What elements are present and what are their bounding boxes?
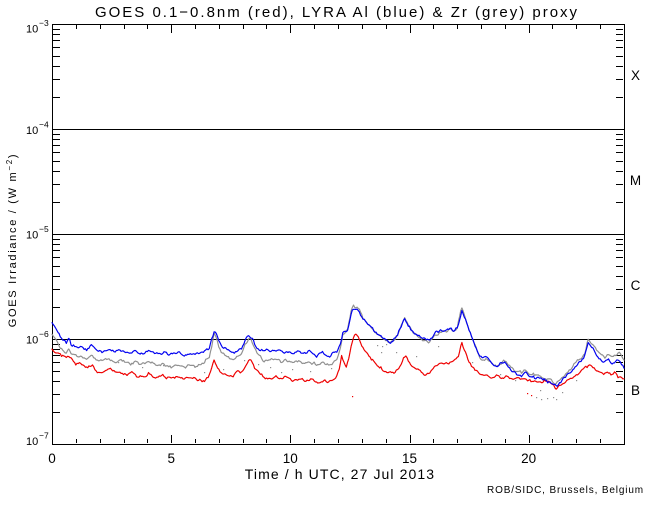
svg-text:10: 10 — [26, 335, 38, 347]
svg-text:B: B — [631, 383, 640, 398]
svg-text:X: X — [631, 68, 640, 83]
svg-text:5: 5 — [167, 451, 175, 466]
svg-text:0: 0 — [48, 451, 56, 466]
svg-text:10: 10 — [26, 230, 38, 242]
svg-text:−3: −3 — [39, 18, 49, 28]
svg-text:ROB/SIDC, Brussels, Belgium: ROB/SIDC, Brussels, Belgium — [487, 485, 644, 496]
svg-text:10: 10 — [26, 125, 38, 137]
svg-text:GOES 0.1−0.8nm (red), LYRA Al: GOES 0.1−0.8nm (red), LYRA Al (blue) & Z… — [95, 4, 579, 21]
svg-text:GOES Irradiance / (W m−2): GOES Irradiance / (W m−2) — [5, 153, 19, 328]
svg-text:M: M — [630, 173, 641, 188]
svg-text:−7: −7 — [39, 431, 49, 441]
svg-text:−6: −6 — [39, 329, 49, 339]
svg-text:10: 10 — [26, 436, 38, 448]
svg-text:−4: −4 — [39, 120, 49, 130]
svg-text:10: 10 — [26, 24, 38, 36]
svg-text:10: 10 — [283, 451, 298, 466]
svg-text:Time / h UTC, 27 Jul 2013: Time / h UTC, 27 Jul 2013 — [245, 466, 435, 482]
svg-text:−5: −5 — [39, 224, 49, 234]
svg-text:C: C — [631, 278, 641, 293]
svg-text:20: 20 — [521, 451, 536, 466]
svg-text:15: 15 — [402, 451, 417, 466]
